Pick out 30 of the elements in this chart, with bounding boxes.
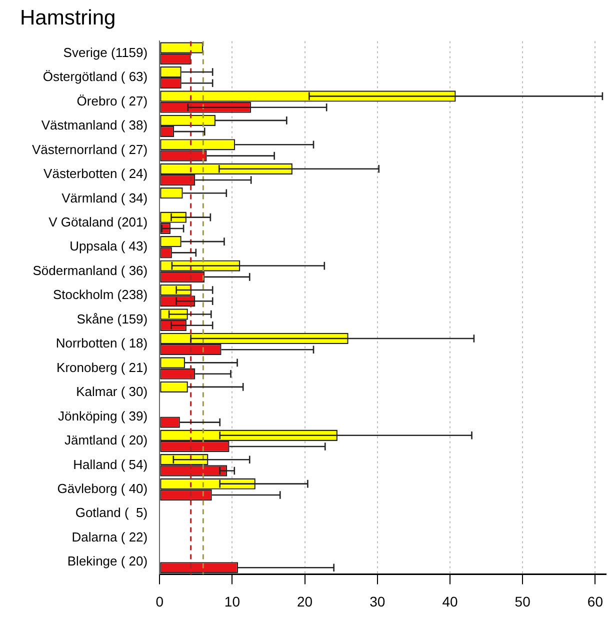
x-tick-label: 10 [224, 593, 240, 610]
chart-title: Hamstring [20, 6, 116, 30]
y-tick-label: Kalmar ( 30) [76, 384, 148, 400]
y-tick-label: Gotland ( 5) [75, 505, 148, 520]
y-tick-label: V Götaland (201) [48, 214, 148, 230]
y-tick-label: Värmland ( 34) [62, 190, 148, 206]
y-tick-label: Blekinge ( 20) [67, 554, 148, 569]
x-tick-label: 0 [156, 593, 164, 610]
y-tick-label: Kronoberg ( 21) [56, 360, 148, 375]
y-tick-label: Örebro ( 27) [76, 93, 148, 108]
y-tick-label: Dalarna ( 22) [72, 529, 148, 544]
y-tick-label: Västernorrland ( 27) [32, 142, 148, 157]
y-tick-label: Uppsala ( 43) [70, 238, 148, 254]
y-tick-label: Östergötland ( 63) [42, 69, 148, 84]
y-tick-label: Gävleborg ( 40) [57, 480, 148, 496]
x-tick-label: 40 [442, 593, 458, 610]
y-tick-label: Stockholm (238) [52, 287, 148, 302]
y-tick-label: Södermanland ( 36) [32, 262, 148, 278]
x-tick-label: 20 [297, 593, 313, 610]
y-tick-label: Västmanland ( 38) [41, 118, 148, 133]
x-tick-label: 30 [370, 593, 386, 610]
y-tick-label: Skåne (159) [76, 311, 148, 326]
x-tick-label: 50 [514, 593, 531, 610]
y-tick-label: Halland ( 54) [73, 456, 148, 472]
y-tick-label: Norrbotten ( 18) [56, 336, 148, 351]
y-tick-label: Sverige (1159) [63, 44, 148, 60]
y-tick-label: Jämtland ( 20) [64, 432, 148, 448]
x-tick-label: 60 [587, 593, 604, 610]
y-tick-label: Västerbotten ( 24) [44, 166, 148, 182]
y-tick-label: Jönköping ( 39) [58, 408, 148, 424]
